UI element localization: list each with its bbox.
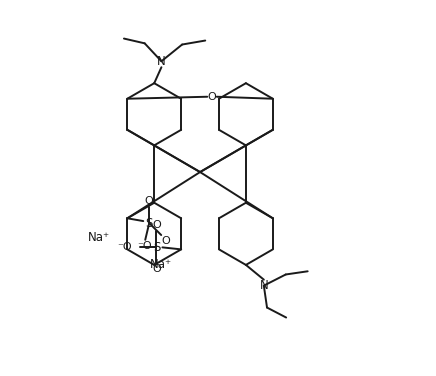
Text: O: O [152, 220, 161, 230]
Text: N: N [157, 55, 166, 68]
Text: ⁻O: ⁻O [137, 241, 152, 251]
Text: O: O [162, 236, 170, 246]
Text: ⁻O: ⁻O [117, 243, 132, 252]
Text: S: S [153, 241, 160, 254]
Text: O: O [208, 92, 216, 102]
Text: O: O [145, 196, 153, 206]
Text: Na⁺: Na⁺ [150, 258, 172, 271]
Text: N: N [259, 279, 268, 292]
Text: S: S [146, 217, 153, 230]
Text: O: O [152, 264, 161, 274]
Text: Na⁺: Na⁺ [88, 231, 110, 244]
